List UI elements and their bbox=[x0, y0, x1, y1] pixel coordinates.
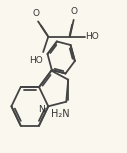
Text: N: N bbox=[38, 105, 44, 114]
Text: H₂N: H₂N bbox=[51, 109, 70, 119]
Text: HO: HO bbox=[29, 56, 42, 65]
Text: O: O bbox=[71, 7, 78, 16]
Text: O: O bbox=[32, 9, 39, 18]
Text: HO: HO bbox=[85, 32, 99, 41]
